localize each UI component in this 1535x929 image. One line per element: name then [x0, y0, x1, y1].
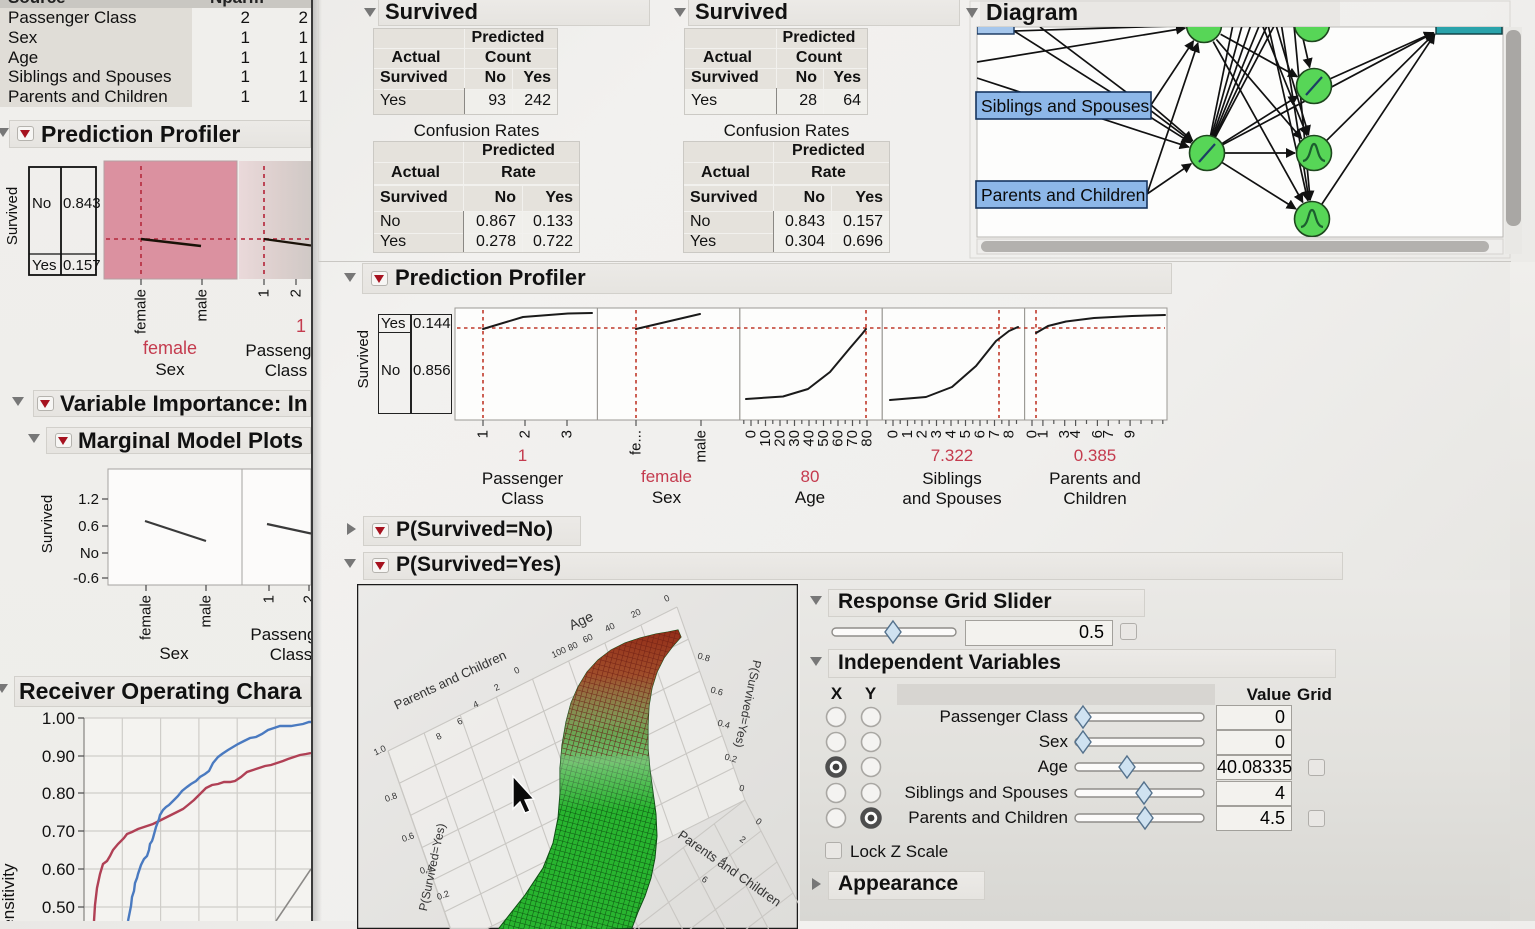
svg-text:80: 80 [859, 430, 876, 447]
svg-text:3: 3 [928, 430, 945, 438]
svg-text:0.157: 0.157 [63, 257, 101, 274]
svg-text:No: No [80, 545, 99, 562]
svg-text:0.8: 0.8 [383, 790, 398, 804]
svg-text:0.6: 0.6 [78, 518, 99, 535]
svg-text:2: 2 [492, 682, 501, 693]
svg-text:Parents and Children: Parents and Children [981, 185, 1145, 205]
svg-text:20: 20 [629, 607, 642, 620]
svg-text:0.70: 0.70 [42, 822, 75, 841]
svg-text:Passenger: Passenger [250, 625, 311, 644]
svg-text:female: female [138, 595, 155, 640]
svg-text:0.843: 0.843 [63, 195, 101, 212]
svg-text:2: 2 [301, 595, 312, 603]
svg-text:9: 9 [1122, 430, 1139, 438]
svg-text:0.8: 0.8 [696, 651, 711, 664]
svg-text:0.2: 0.2 [723, 752, 738, 765]
svg-text:0: 0 [754, 816, 764, 827]
svg-text:male: male [198, 595, 215, 628]
svg-text:30: 30 [786, 430, 803, 447]
svg-text:2: 2 [738, 834, 748, 845]
svg-text:4: 4 [471, 699, 480, 710]
svg-text:1: 1 [899, 430, 916, 438]
svg-text:0.50: 0.50 [42, 898, 75, 917]
svg-text:Sex: Sex [155, 360, 185, 379]
svg-text:male: male [194, 289, 211, 322]
svg-text:0.60: 0.60 [42, 860, 75, 879]
svg-text:1: 1 [296, 316, 306, 336]
svg-text:0: 0 [885, 430, 902, 438]
svg-text:0.80: 0.80 [42, 784, 75, 803]
svg-text:8: 8 [1001, 430, 1018, 438]
svg-text:0.6: 0.6 [400, 830, 415, 844]
svg-text:6: 6 [1089, 430, 1106, 438]
svg-text:Sensitivity: Sensitivity [0, 863, 18, 921]
svg-text:20: 20 [772, 430, 789, 447]
svg-text:female: female [133, 289, 150, 334]
svg-text:0.4: 0.4 [716, 718, 731, 731]
svg-text:Yes: Yes [32, 257, 56, 274]
svg-text:4: 4 [1067, 430, 1084, 438]
svg-text:10: 10 [757, 430, 774, 447]
svg-text:80: 80 [566, 640, 579, 653]
svg-text:Survived: Survived [39, 495, 56, 553]
svg-text:0: 0 [743, 430, 760, 438]
svg-text:-0.6: -0.6 [73, 570, 99, 587]
svg-text:6: 6 [700, 874, 710, 885]
svg-text:6: 6 [972, 430, 989, 438]
svg-text:4: 4 [720, 854, 730, 865]
svg-text:40: 40 [801, 430, 818, 447]
svg-text:1: 1 [256, 289, 273, 297]
svg-text:Diagram: Diagram [986, 0, 1078, 25]
svg-text:No: No [32, 195, 51, 212]
svg-text:Passenger: Passenger [245, 341, 311, 360]
svg-text:0: 0 [662, 593, 671, 604]
svg-text:1.00: 1.00 [42, 709, 75, 728]
svg-text:Class: Class [265, 361, 308, 380]
svg-text:Class: Class [270, 645, 311, 664]
svg-text:0: 0 [1024, 430, 1041, 438]
svg-text:1: 1 [261, 595, 278, 603]
svg-text:7: 7 [1100, 430, 1117, 438]
svg-text:fe...: fe... [628, 430, 645, 455]
svg-text:0.4: 0.4 [418, 862, 433, 876]
svg-text:40: 40 [603, 621, 616, 634]
svg-text:1: 1 [1034, 430, 1051, 438]
svg-text:0.6: 0.6 [709, 685, 724, 698]
svg-text:2: 2 [517, 430, 534, 438]
svg-text:4: 4 [943, 430, 960, 438]
svg-text:5: 5 [957, 430, 974, 438]
svg-text:60: 60 [830, 430, 847, 447]
svg-text:0: 0 [512, 665, 521, 676]
svg-text:male: male [693, 430, 710, 463]
svg-text:Survived: Survived [4, 187, 21, 245]
svg-text:0.90: 0.90 [42, 747, 75, 766]
svg-text:2: 2 [288, 289, 305, 297]
svg-text:3: 3 [1056, 430, 1073, 438]
svg-text:8: 8 [434, 731, 443, 742]
svg-text:Siblings and Spouses: Siblings and Spouses [981, 96, 1150, 116]
svg-text:70: 70 [844, 430, 861, 447]
svg-text:3: 3 [559, 430, 576, 438]
svg-text:female: female [143, 338, 197, 358]
svg-text:7: 7 [986, 430, 1003, 438]
svg-text:50: 50 [815, 430, 832, 447]
svg-text:1.2: 1.2 [78, 491, 99, 508]
svg-text:1: 1 [475, 430, 492, 438]
svg-text:1.0: 1.0 [372, 743, 388, 757]
svg-text:6: 6 [455, 716, 464, 727]
svg-text:2: 2 [914, 430, 931, 438]
svg-text:Sex: Sex [159, 644, 189, 663]
svg-text:60: 60 [581, 632, 594, 645]
svg-text:0.2: 0.2 [435, 888, 450, 902]
svg-text:0: 0 [738, 783, 745, 794]
